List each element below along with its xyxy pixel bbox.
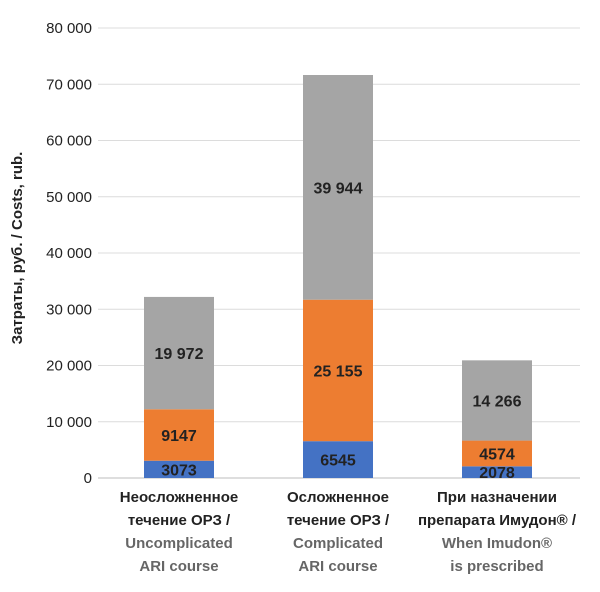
bar-segment [144,296,214,410]
x-category-label: Uncomplicated [125,535,233,552]
x-category-label: При назначении [437,489,557,506]
x-category-label: Неосложненное [120,489,238,506]
bar-segment [144,409,214,461]
data-label: 19 972 [155,346,204,363]
bar-segment [303,75,373,300]
x-category-label: is prescribed [450,558,543,575]
bar-segment [303,441,373,478]
bar-segment [462,360,532,441]
x-category-label: ARI course [298,558,377,575]
x-category-label: Осложненное [287,489,389,506]
x-category-label: течение ОРЗ / [287,512,390,529]
y-tick-label: 10 000 [46,414,92,431]
data-label: 39 944 [314,180,363,197]
data-label: 3073 [161,462,197,479]
y-tick-label: 30 000 [46,301,92,318]
bars [144,75,532,478]
y-tick-label: 40 000 [46,245,92,262]
y-axis-label: Затраты, руб. / Costs, rub. [9,152,26,345]
y-axis-ticks: 0 10 000 20 000 30 000 40 000 50 000 60 000 70 … [46,20,92,487]
y-tick-label: 50 000 [46,189,92,206]
value-labels: 3073 9147 19 972 6545 25 155 39 944 2078 4574 14… [155,180,522,482]
bar-segment [462,440,532,467]
y-tick-label: 60 000 [46,133,92,150]
x-category-label: течение ОРЗ / [128,512,231,529]
data-label: 6545 [320,453,356,470]
data-label: 9147 [161,428,197,445]
x-category-label: When Imudon® [442,535,552,552]
bar-segment [462,466,532,478]
bar-segment [144,460,214,478]
bar-segment [303,299,373,442]
y-tick-label: 0 [84,470,92,487]
data-label: 25 155 [314,363,363,380]
x-axis-categories: Неосложненное течение ОРЗ / Uncomplicated A… [120,489,577,575]
y-tick-label: 20 000 [46,358,92,375]
y-tick-label: 80 000 [46,20,92,37]
x-category-label: ARI course [139,558,218,575]
y-tick-label: 70 000 [46,76,92,93]
data-label: 2078 [479,465,515,482]
data-label: 14 266 [473,393,522,410]
x-category-label: препарата Имудон® / [418,512,577,529]
x-category-label: Complicated [293,535,383,552]
data-label: 4574 [479,446,515,463]
